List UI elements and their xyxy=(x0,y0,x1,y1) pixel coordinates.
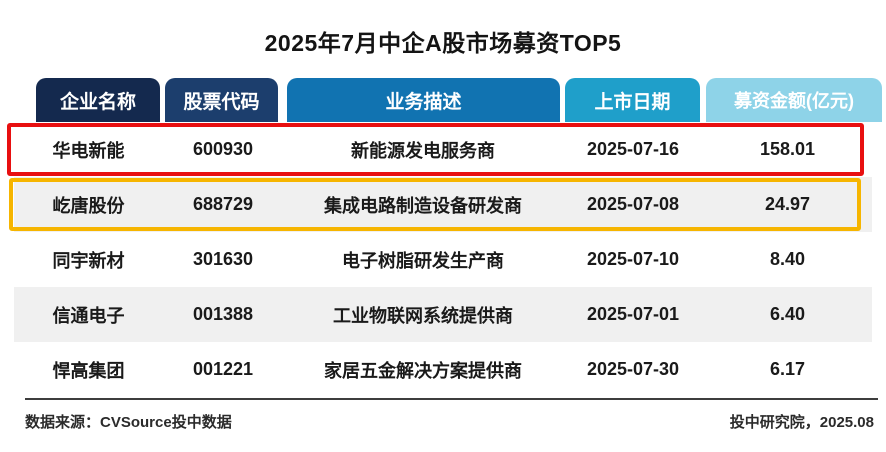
cell-listing-date: 2025-07-16 xyxy=(586,139,680,159)
footer-divider xyxy=(25,398,878,400)
cell-listing-date: 2025-07-10 xyxy=(586,249,680,269)
cell-company: 同宇新材 xyxy=(52,250,125,271)
column-header-business-desc: 业务描述 xyxy=(287,78,560,122)
cell-amount: 6.17 xyxy=(769,359,806,379)
table-row: 华电新能 600930 新能源发电服务商 2025-07-16 158.01 xyxy=(7,122,872,177)
cell-company: 信通电子 xyxy=(52,305,125,326)
data-source-text: 数据来源：CVSource投中数据 xyxy=(25,414,232,431)
column-header-listing-date: 上市日期 xyxy=(565,78,700,122)
table-header-row: 企业名称 股票代码 业务描述 上市日期 募资金额(亿元) xyxy=(14,78,882,122)
cell-business-desc: 电子树脂研发生产商 xyxy=(342,250,504,271)
cell-stock-code: 001388 xyxy=(192,304,254,324)
table-row: 同宇新材 301630 电子树脂研发生产商 2025-07-10 8.40 xyxy=(14,232,872,287)
cell-amount: 158.01 xyxy=(759,139,816,159)
table-row: 悍高集团 001221 家居五金解决方案提供商 2025-07-30 6.17 xyxy=(14,342,872,397)
table-row: 屹唐股份 688729 集成电路制造设备研发商 2025-07-08 24.97 xyxy=(9,177,872,232)
column-header-amount: 募资金额(亿元) xyxy=(706,78,882,122)
cell-amount: 24.97 xyxy=(764,194,811,214)
cell-business-desc: 新能源发电服务商 xyxy=(351,140,495,161)
footer: 数据来源：CVSource投中数据 投中研究院，2025.08 xyxy=(25,411,874,432)
cell-stock-code: 301630 xyxy=(192,249,254,269)
cell-stock-code: 001221 xyxy=(192,359,254,379)
cell-stock-code: 688729 xyxy=(192,194,254,214)
cell-stock-code: 600930 xyxy=(192,139,254,159)
page-title: 2025年7月中企A股市场募资TOP5 xyxy=(264,30,622,56)
fundraising-table: 企业名称 股票代码 业务描述 上市日期 募资金额(亿元) 华电新能 600930… xyxy=(7,78,882,397)
credit-text: 投中研究院，2025.08 xyxy=(729,414,874,431)
cell-listing-date: 2025-07-01 xyxy=(586,304,680,324)
cell-listing-date: 2025-07-30 xyxy=(586,359,680,379)
cell-listing-date: 2025-07-08 xyxy=(586,194,680,214)
cell-amount: 6.40 xyxy=(769,304,806,324)
table-row: 信通电子 001388 工业物联网系统提供商 2025-07-01 6.40 xyxy=(14,287,872,342)
cell-business-desc: 集成电路制造设备研发商 xyxy=(324,195,522,216)
cell-company: 屹唐股份 xyxy=(52,195,125,216)
cell-company: 悍高集团 xyxy=(52,360,125,381)
cell-company: 华电新能 xyxy=(52,140,125,161)
cell-amount: 8.40 xyxy=(769,249,806,269)
cell-business-desc: 家居五金解决方案提供商 xyxy=(324,360,522,381)
cell-business-desc: 工业物联网系统提供商 xyxy=(333,305,513,326)
column-header-stock-code: 股票代码 xyxy=(165,78,278,122)
column-header-company: 企业名称 xyxy=(36,78,160,122)
